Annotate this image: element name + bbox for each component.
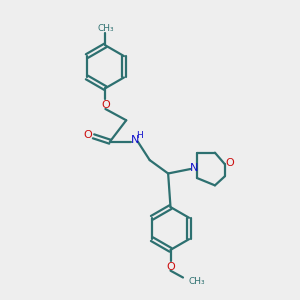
Text: N: N [190, 163, 199, 172]
Text: O: O [226, 158, 235, 168]
Text: N: N [131, 136, 139, 146]
Text: H: H [136, 130, 143, 140]
Text: CH₃: CH₃ [189, 277, 206, 286]
Text: O: O [101, 100, 110, 110]
Text: O: O [84, 130, 93, 140]
Text: O: O [166, 262, 175, 272]
Text: CH₃: CH₃ [97, 24, 114, 33]
